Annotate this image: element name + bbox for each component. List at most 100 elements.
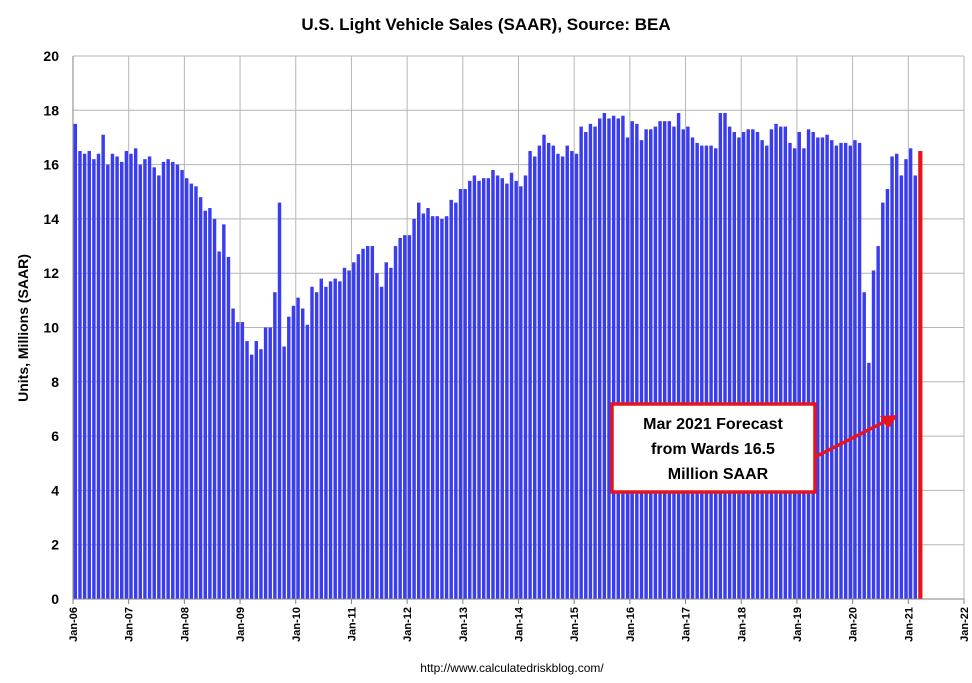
bar: [245, 341, 249, 599]
bar: [881, 202, 885, 600]
bar: [491, 170, 495, 599]
y-tick-label: 16: [43, 157, 59, 173]
bar: [857, 142, 862, 599]
bar: [333, 278, 337, 599]
bar: [765, 145, 769, 599]
bar: [370, 246, 375, 600]
bar: [310, 286, 314, 599]
bar: [565, 145, 569, 599]
y-tick-label: 10: [43, 320, 59, 336]
bar: [746, 129, 750, 599]
bars: [73, 113, 923, 600]
bar: [398, 237, 402, 599]
bar: [472, 175, 477, 599]
bar: [853, 140, 857, 600]
bar: [231, 308, 235, 599]
x-tick-label: Jan-16: [625, 607, 637, 642]
bar: [352, 262, 356, 599]
bar: [704, 145, 709, 599]
bar: [611, 115, 616, 599]
callout-line-1: Mar 2021 Forecast: [643, 416, 783, 433]
callout-arrow-head: [880, 415, 898, 429]
bar: [913, 175, 917, 599]
bar: [449, 199, 453, 599]
bar: [899, 175, 904, 599]
axes: [72, 56, 965, 604]
bar: [597, 118, 602, 599]
bar: [500, 178, 504, 600]
bar: [676, 113, 681, 599]
bar: [737, 137, 741, 599]
bar: [588, 123, 593, 599]
y-axis-label: Units, Millions (SAAR): [15, 254, 31, 402]
bar: [574, 153, 579, 600]
bar: [871, 270, 876, 599]
bar: [300, 308, 305, 599]
bar: [87, 151, 91, 599]
bar: [904, 159, 908, 600]
bar: [430, 216, 435, 599]
bar: [709, 145, 713, 599]
x-tick-label: Jan-06: [68, 607, 80, 642]
bar: [458, 189, 463, 599]
bar: [843, 142, 848, 599]
bar: [537, 145, 542, 599]
bar: [82, 153, 87, 600]
x-tick-label: Jan-18: [736, 607, 748, 642]
bar: [157, 175, 161, 599]
bar: [347, 270, 351, 599]
bar: [319, 278, 323, 599]
bar: [426, 208, 430, 600]
bar: [825, 134, 829, 600]
bar: [435, 216, 440, 599]
x-tick-label: Jan-21: [903, 607, 915, 642]
bar: [314, 292, 319, 599]
y-tick-label: 2: [51, 537, 59, 553]
bar: [342, 267, 347, 599]
bar: [495, 175, 500, 599]
source-url: http://www.calculatedriskblog.com/: [420, 661, 604, 675]
bar: [820, 137, 825, 599]
chart-title: U.S. Light Vehicle Sales (SAAR), Source:…: [301, 15, 670, 34]
bar: [133, 148, 138, 599]
x-tick-labels: Jan-06 Jan-07 Jan-08 Jan-09 Jan-10 Jan-11 Jan-…: [68, 606, 971, 642]
bar: [273, 292, 277, 599]
bar: [263, 327, 268, 599]
y-tick-label: 8: [51, 374, 59, 390]
bar: [509, 172, 514, 599]
y-tick-label: 14: [43, 211, 59, 227]
bar: [124, 151, 129, 599]
y-tick-label: 20: [43, 48, 59, 64]
bar: [755, 132, 760, 599]
bar: [635, 123, 639, 599]
bar: [73, 123, 78, 599]
bar: [806, 129, 811, 599]
bar: [328, 281, 333, 599]
bar: [259, 349, 263, 599]
bar: [249, 354, 254, 599]
bar: [811, 132, 815, 599]
bar: [514, 180, 518, 599]
bar: [802, 148, 806, 599]
bar: [440, 218, 444, 599]
x-tick-label: Jan-22: [959, 607, 971, 642]
x-tick-label: Jan-10: [291, 607, 303, 642]
bar: [403, 235, 407, 599]
bar: [379, 286, 384, 599]
bar: [166, 159, 170, 600]
bar: [222, 224, 226, 599]
bar: [175, 164, 180, 599]
bar: [236, 322, 240, 599]
bar: [639, 140, 644, 600]
bar: [212, 218, 217, 599]
x-tick-label: Jan-09: [235, 607, 247, 642]
bar: [92, 159, 96, 600]
bar: [839, 142, 843, 599]
x-tick-label: Jan-08: [179, 607, 191, 642]
bar: [718, 113, 723, 599]
callout-arrow-line: [814, 419, 887, 459]
bar: [226, 256, 231, 599]
bar: [184, 178, 189, 600]
bar: [602, 113, 607, 599]
bar: [816, 137, 820, 599]
